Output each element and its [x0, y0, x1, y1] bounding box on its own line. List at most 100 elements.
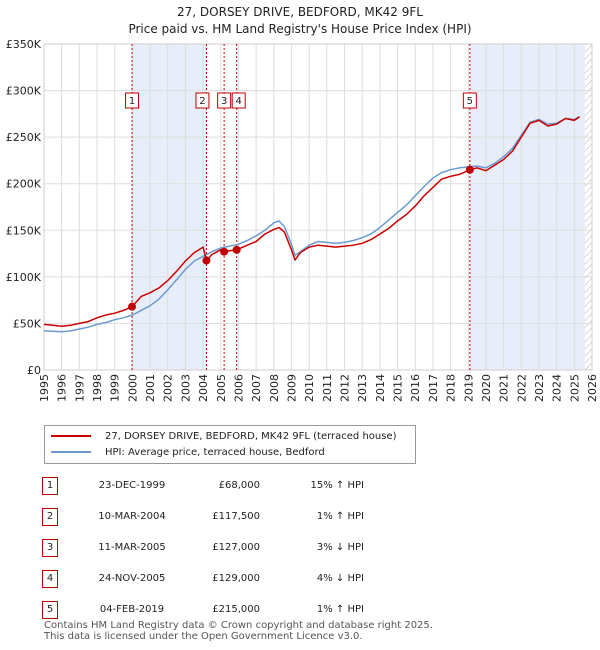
sale-label-number: 1 — [129, 96, 135, 107]
x-tick-label: 2002 — [162, 374, 175, 402]
sale-price: £215,000 — [212, 604, 260, 615]
y-tick-label: £200K — [6, 178, 42, 191]
x-tick-label: 1998 — [91, 374, 104, 402]
sale-price: £117,500 — [212, 511, 260, 522]
footer: Contains HM Land Registry data © Crown c… — [44, 620, 433, 642]
y-tick-label: £50K — [13, 317, 42, 330]
x-tick-label: 2010 — [303, 374, 316, 402]
sale-label-frame — [231, 92, 246, 109]
sale-date: 23-DEC-1999 — [98, 480, 166, 491]
table-row: 2 10-MAR-2004 £117,500 1% ↑ HPI — [42, 501, 364, 532]
sale-point — [128, 302, 137, 311]
sale-date: 10-MAR-2004 — [98, 511, 166, 522]
sale-price: £129,000 — [212, 573, 260, 584]
x-tick-label: 2022 — [515, 374, 528, 402]
x-tick-label: 2005 — [215, 374, 228, 402]
sale-hpi-diff: 1% ↑ HPI — [316, 511, 364, 522]
sale-hpi-diff: 1% ↑ HPI — [316, 604, 364, 615]
table-row: 5 04-FEB-2019 £215,000 1% ↑ HPI — [42, 594, 364, 625]
forecast-hatch — [584, 44, 592, 370]
x-tick-label: 2024 — [551, 374, 564, 402]
x-tick-label: 2012 — [339, 374, 352, 402]
x-tick-label: 2003 — [179, 374, 192, 402]
footer-copyright: Contains HM Land Registry data © Crown c… — [44, 620, 433, 631]
x-tick-label: 2013 — [356, 374, 369, 402]
y-tick-label: £100K — [6, 271, 42, 284]
x-tick-label: 2016 — [409, 374, 422, 402]
x-tick-label: 2023 — [533, 374, 546, 402]
x-tick-label: 2020 — [480, 374, 493, 402]
sale-label-frame — [217, 92, 232, 109]
table-row: 1 23-DEC-1999 £68,000 15% ↑ HPI — [42, 470, 364, 501]
table-row: 4 24-NOV-2005 £129,000 4% ↓ HPI — [42, 563, 364, 594]
x-tick-label: 1999 — [109, 374, 122, 402]
sale-label-frame — [195, 92, 210, 109]
legend-item-property: 27, DORSEY DRIVE, BEDFORD, MK42 9FL (ter… — [51, 429, 397, 443]
sale-hpi-diff: 4% ↓ HPI — [316, 573, 364, 584]
chart-subtitle: Price paid vs. HM Land Registry's House … — [128, 22, 472, 36]
x-tick-label: 2006 — [232, 374, 245, 402]
table-row: 3 11-MAR-2005 £127,000 3% ↓ HPI — [42, 532, 364, 563]
x-tick-label: 2015 — [392, 374, 405, 402]
chart-title: 27, DORSEY DRIVE, BEDFORD, MK42 9FL — [177, 5, 423, 19]
sale-point — [465, 165, 474, 174]
x-tick-label: 2014 — [374, 374, 387, 402]
shaded-range — [132, 44, 207, 370]
sale-hpi-diff: 3% ↓ HPI — [316, 542, 364, 553]
sale-badge: 5 — [42, 600, 58, 619]
sale-date: 11-MAR-2005 — [98, 542, 166, 553]
x-tick-label: 1995 — [38, 374, 51, 402]
y-tick-label: £300K — [6, 85, 42, 98]
x-tick-label: 2000 — [126, 374, 139, 402]
shaded-range — [469, 44, 585, 370]
property-price-line — [43, 116, 581, 327]
sale-label-box: 2 — [195, 92, 210, 109]
sale-label-box: 3 — [217, 92, 232, 109]
sale-date: 04-FEB-2019 — [99, 604, 165, 615]
legend: 27, DORSEY DRIVE, BEDFORD, MK42 9FL (ter… — [44, 425, 416, 464]
sale-label-box: 4 — [231, 92, 246, 109]
sale-price: £68,000 — [218, 480, 260, 491]
price-chart: £0 £50K £100K £150K £200K £250K £300K £350K 1995… — [6, 38, 599, 402]
y-tick-label: £0 — [27, 364, 41, 377]
sale-label-box: 5 — [462, 92, 477, 109]
sale-label-number: 2 — [199, 96, 205, 107]
sale-badge: 1 — [42, 476, 58, 495]
sale-label-number: 4 — [235, 96, 241, 107]
sale-label-box: 1 — [125, 92, 140, 109]
sale-date: 24-NOV-2005 — [98, 573, 166, 584]
legend-line-hpi — [51, 451, 91, 453]
x-tick-label: 2018 — [445, 374, 458, 402]
x-tick-label: 2026 — [586, 374, 599, 402]
legend-label-hpi: HPI: Average price, terraced house, Bedf… — [105, 446, 325, 458]
footer-licence: This data is licensed under the Open Gov… — [44, 631, 363, 642]
legend-line-property — [51, 435, 91, 437]
sale-price: £127,000 — [212, 542, 260, 553]
sale-label-number: 3 — [221, 96, 227, 107]
legend-item-hpi: HPI: Average price, terraced house, Bedf… — [51, 445, 325, 459]
sale-badge: 2 — [42, 507, 58, 526]
sale-point — [202, 256, 211, 265]
x-tick-label: 2008 — [268, 374, 281, 402]
x-tick-label: 2025 — [568, 374, 581, 402]
x-tick-label: 2001 — [144, 374, 157, 402]
sale-point — [220, 247, 229, 256]
sale-label-number: 5 — [467, 96, 473, 107]
sale-point — [232, 245, 241, 254]
legend-label-property: 27, DORSEY DRIVE, BEDFORD, MK42 9FL (ter… — [105, 430, 397, 442]
x-tick-label: 1997 — [73, 374, 86, 402]
hpi-line — [43, 116, 580, 333]
x-tick-label: 2004 — [197, 374, 210, 402]
y-tick-label: £150K — [6, 224, 42, 237]
plot-border — [43, 43, 593, 371]
sale-badge: 4 — [42, 569, 58, 588]
y-tick-label: £250K — [6, 131, 42, 144]
sales-table: 1 23-DEC-1999 £68,000 15% ↑ HPI 2 10-MAR… — [42, 470, 364, 625]
x-tick-label: 2019 — [462, 374, 475, 402]
x-tick-label: 2017 — [427, 374, 440, 402]
x-tick-label: 2007 — [250, 374, 263, 402]
x-tick-label: 2009 — [285, 374, 298, 402]
sale-label-frame — [125, 92, 140, 109]
y-tick-label: £350K — [6, 38, 42, 51]
x-tick-label: 2021 — [498, 374, 511, 402]
